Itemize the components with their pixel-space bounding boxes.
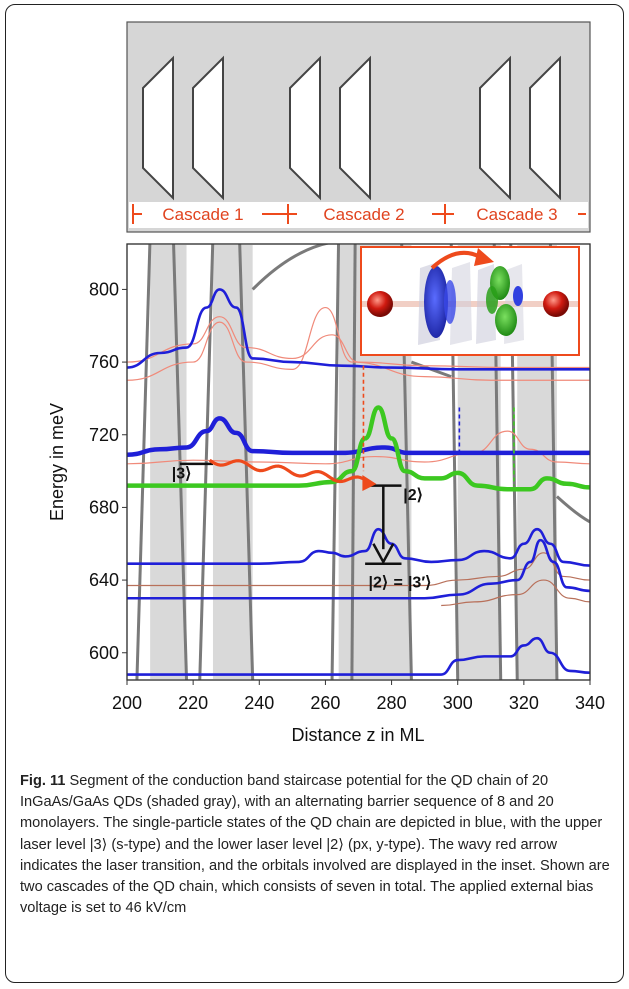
y-tick-label: 600 [89,643,119,663]
green-orbital-mid [486,286,498,314]
y-tick-label: 680 [89,497,119,517]
x-tick-label: 340 [575,693,605,713]
x-axis-label: Distance z in ML [291,725,424,745]
y-tick-label: 640 [89,570,119,590]
x-tick-label: 240 [244,693,274,713]
caption-text: Segment of the conduction band staircase… [20,773,610,916]
x-tick-label: 260 [310,693,340,713]
y-axis-label: Energy in meV [47,403,67,521]
figure-svg: Cascade 1 Cascade 2 Cascade 3 |3⟩ |2⟩ |2⟩ = |3… [0,0,629,760]
orbital-inset [361,247,579,355]
y-tick-label: 800 [89,279,119,299]
figure-caption: Fig. 11 Segment of the conduction band s… [20,771,610,919]
x-tick-label: 200 [112,693,142,713]
x-tick-label: 280 [377,693,407,713]
x-tick-label: 320 [509,693,539,713]
green-orbital-bottom [495,304,517,336]
cascade-label: Cascade 1 [162,205,243,224]
upper-level-label: |3⟩ [172,465,192,482]
left-electrode-ball [367,291,393,317]
equal-right-label: |3′⟩ [408,574,431,591]
x-tick-label: 220 [178,693,208,713]
caption-label: Fig. 11 [20,773,65,789]
blue-orbital-2 [444,280,456,324]
equal-left-label: |2⟩ [369,574,389,591]
right-electrode-ball [543,291,569,317]
equal-sign-label: = [394,574,403,591]
cascade-label: Cascade 2 [323,205,404,224]
y-tick-label: 760 [89,352,119,372]
y-tick-label: 720 [89,425,119,445]
x-tick-label: 300 [443,693,473,713]
cascade-label: Cascade 3 [476,205,557,224]
blue-orbital-small [513,286,523,306]
lower-level-label: |2⟩ [403,487,423,504]
cascade-schematic: Cascade 1 Cascade 2 Cascade 3 [127,22,590,232]
